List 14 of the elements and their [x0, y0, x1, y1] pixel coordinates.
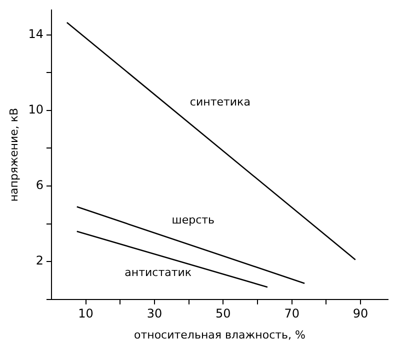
y-tick-label: 10 — [28, 102, 44, 117]
series-label: синтетика — [190, 95, 250, 108]
y-tick-label: 2 — [36, 254, 44, 268]
x-tick-label: 70 — [284, 306, 300, 321]
y-tick-label: 6 — [36, 178, 44, 192]
x-tick-label: 30 — [146, 306, 162, 321]
x-axis-title: относительная влажность, % — [134, 328, 306, 342]
series-label: антистатик — [124, 266, 192, 280]
y-tick-label: 14 — [28, 26, 44, 41]
series-label: шерсть — [172, 213, 215, 226]
y-axis-title: напряжение, кВ — [7, 108, 20, 202]
x-tick-label: 50 — [216, 306, 231, 321]
x-tick-label: 90 — [352, 306, 368, 321]
x-tick-label: 10 — [78, 306, 94, 321]
